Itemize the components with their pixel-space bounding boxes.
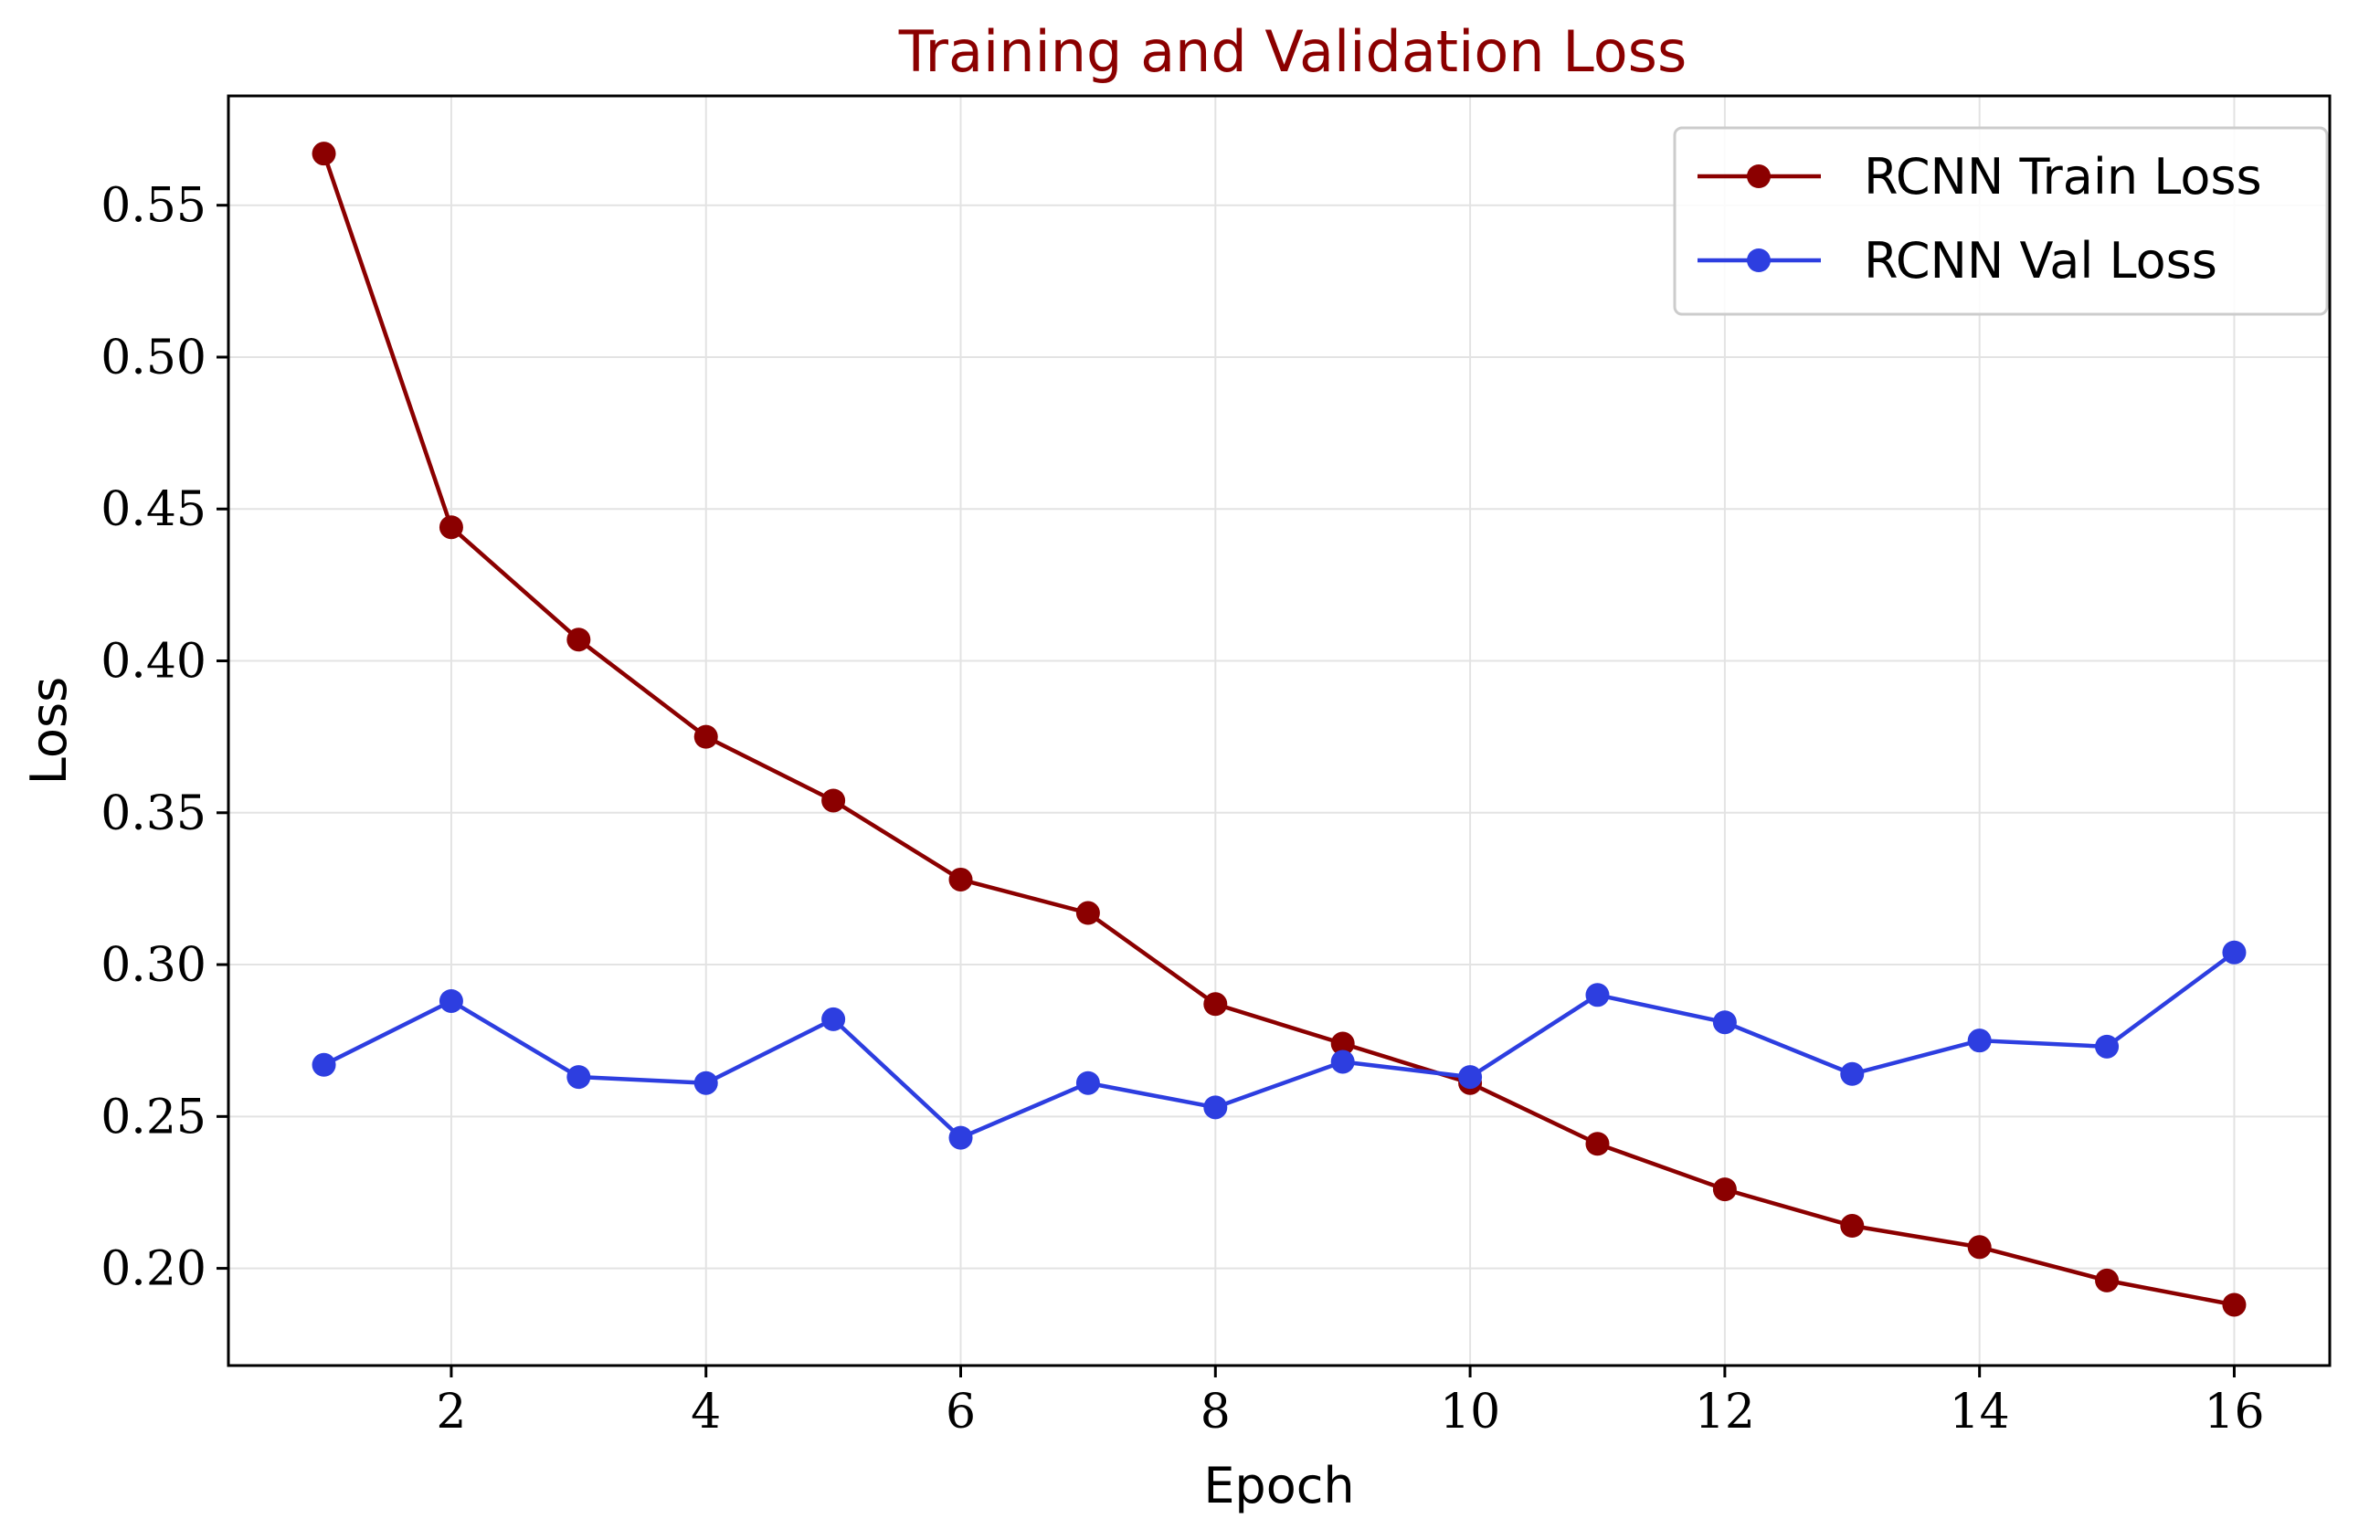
y-tick-label: 0.25: [100, 1090, 206, 1144]
series-2-point: [693, 1071, 718, 1095]
legend-series-1-marker: [1747, 164, 1771, 188]
legend-series-1-label: RCNN Train Loss: [1864, 148, 2262, 206]
y-tick-label: 0.45: [100, 482, 206, 537]
x-tick-label: 14: [1950, 1385, 2010, 1440]
y-tick-label: 0.35: [100, 786, 206, 841]
series-2-point: [1585, 983, 1610, 1007]
series-2-point: [1967, 1028, 1992, 1053]
y-tick-label: 0.20: [100, 1242, 206, 1297]
series-1-point: [948, 867, 973, 891]
series-1-point: [2095, 1268, 2120, 1292]
series-2-point: [2095, 1034, 2120, 1059]
series-2-point: [948, 1125, 973, 1150]
plot-frame: [227, 94, 2332, 1367]
series-2-point: [1712, 1010, 1737, 1035]
x-tick-label: 2: [436, 1385, 466, 1440]
series-1-point: [1203, 992, 1228, 1017]
series-1-point: [1840, 1214, 1865, 1239]
series-1-point: [2222, 1292, 2247, 1317]
y-tick-label: 0.55: [100, 179, 206, 234]
series-1-point: [439, 515, 463, 540]
x-tick-label: 12: [1695, 1385, 1755, 1440]
series-1-point: [1712, 1177, 1737, 1202]
series-1-point: [821, 788, 846, 813]
series-2-point: [1330, 1050, 1355, 1074]
series-2-point: [821, 1007, 846, 1031]
x-tick-label: 4: [691, 1385, 721, 1440]
series-2-point: [439, 988, 463, 1013]
x-tick-label: 10: [1440, 1385, 1500, 1440]
y-axis-label: Loss: [20, 677, 78, 785]
chart-title: Training and Validation Loss: [898, 18, 1687, 85]
legend-series-2-marker: [1747, 248, 1771, 272]
series-2-point: [1840, 1061, 1865, 1086]
series-1-point: [312, 142, 336, 166]
x-tick-label: 6: [946, 1385, 976, 1440]
y-tick-label: 0.30: [100, 938, 206, 993]
y-tick-label: 0.50: [100, 331, 206, 385]
series-1-point: [1330, 1031, 1355, 1056]
series-lines: [312, 142, 2247, 1317]
series-2-point: [1458, 1065, 1483, 1090]
legend-box: [1673, 126, 2329, 316]
series-1-point: [1585, 1132, 1610, 1156]
series-2-point: [1075, 1071, 1100, 1095]
series-2-line: [323, 950, 2236, 1140]
series-1-line: [322, 153, 2235, 1307]
x-axis-label: Epoch: [1203, 1457, 1354, 1514]
series-1-point: [566, 628, 591, 652]
series-1-point: [1075, 901, 1100, 925]
legend-series-2-label: RCNN Val Loss: [1864, 232, 2217, 290]
x-tick-label: 8: [1201, 1385, 1231, 1440]
series-2-point: [312, 1052, 336, 1077]
series-2-point: [2222, 940, 2247, 965]
y-tick-label: 0.40: [100, 635, 206, 690]
series-2-point: [566, 1065, 591, 1090]
series-1-point: [693, 724, 718, 749]
series-1-point: [1967, 1235, 1992, 1260]
series-2-point: [1203, 1095, 1228, 1120]
ticks: 2 4 6 8 10 12 14 16 0.20 0.25 0.30 0.35 0.40 0.45 0.50…: [100, 179, 2264, 1440]
x-tick-label: 16: [2204, 1385, 2264, 1440]
legend: RCNN Train Loss RCNN Val Loss: [1673, 126, 2329, 316]
